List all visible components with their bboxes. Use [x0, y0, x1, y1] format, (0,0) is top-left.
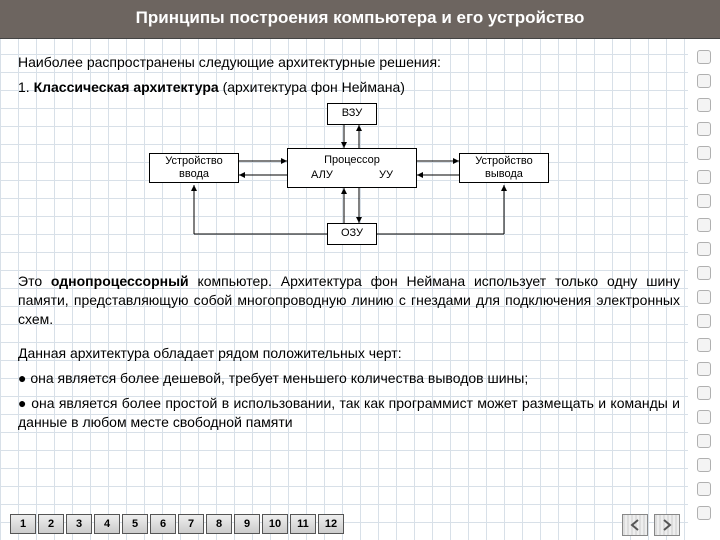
chevron-right-icon: [660, 518, 674, 532]
label-vzu: ВЗУ: [342, 107, 362, 120]
nav-page-12[interactable]: 12: [318, 514, 344, 534]
paragraph-2: Данная архитектура обладает рядом положи…: [18, 344, 680, 363]
next-button[interactable]: [654, 514, 680, 536]
para1-bold: однопроцессорный: [51, 273, 189, 289]
nav-page-3[interactable]: 3: [66, 514, 92, 534]
architecture-diagram: ВЗУ Процессор АЛУ УУ Устройство ввода Ус…: [139, 103, 559, 258]
box-ozu: ОЗУ: [327, 223, 377, 245]
content-area: Наиболее распространены следующие архите…: [0, 39, 720, 432]
processor-sublabels: АЛУ УУ: [288, 169, 416, 182]
nav-page-5[interactable]: 5: [122, 514, 148, 534]
label-processor: Процессор: [324, 154, 380, 167]
label-ozu: ОЗУ: [341, 227, 363, 240]
point-1: 1. Классическая архитектура (архитектура…: [18, 78, 680, 97]
arrow-nav: [622, 514, 680, 536]
intro-text: Наиболее распространены следующие архите…: [18, 53, 680, 72]
nav-page-11[interactable]: 11: [290, 514, 316, 534]
label-alu: АЛУ: [311, 169, 333, 182]
point-1-bold: Классическая архитектура: [34, 79, 219, 95]
bullet-2: ● она является более простой в использов…: [18, 394, 680, 432]
chevron-left-icon: [628, 518, 642, 532]
label-output-device: Устройство вывода: [460, 155, 548, 181]
paragraph-1: Это однопроцессорный компьютер. Архитект…: [18, 272, 680, 329]
nav-page-8[interactable]: 8: [206, 514, 232, 534]
box-processor: Процессор АЛУ УУ: [287, 148, 417, 188]
page-title: Принципы построения компьютера и его уст…: [136, 8, 585, 27]
point-1-rest: (архитектура фон Неймана): [219, 79, 405, 95]
label-input-device: Устройство ввода: [150, 155, 238, 181]
nav-page-1[interactable]: 1: [10, 514, 36, 534]
prev-button[interactable]: [622, 514, 648, 536]
point-1-num: 1.: [18, 79, 34, 95]
nav-page-2[interactable]: 2: [38, 514, 64, 534]
box-input: Устройство ввода: [149, 153, 239, 183]
nav-page-7[interactable]: 7: [178, 514, 204, 534]
box-output: Устройство вывода: [459, 153, 549, 183]
nav-page-9[interactable]: 9: [234, 514, 260, 534]
page-title-bar: Принципы построения компьютера и его уст…: [0, 0, 720, 39]
nav-page-6[interactable]: 6: [150, 514, 176, 534]
page-nav: 1 2 3 4 5 6 7 8 9 10 11 12: [10, 514, 346, 534]
bullet-1: ● она является более дешевой, требует ме…: [18, 369, 680, 388]
nav-page-4[interactable]: 4: [94, 514, 120, 534]
nav-page-10[interactable]: 10: [262, 514, 288, 534]
label-uu: УУ: [379, 169, 393, 182]
box-vzu: ВЗУ: [327, 103, 377, 125]
